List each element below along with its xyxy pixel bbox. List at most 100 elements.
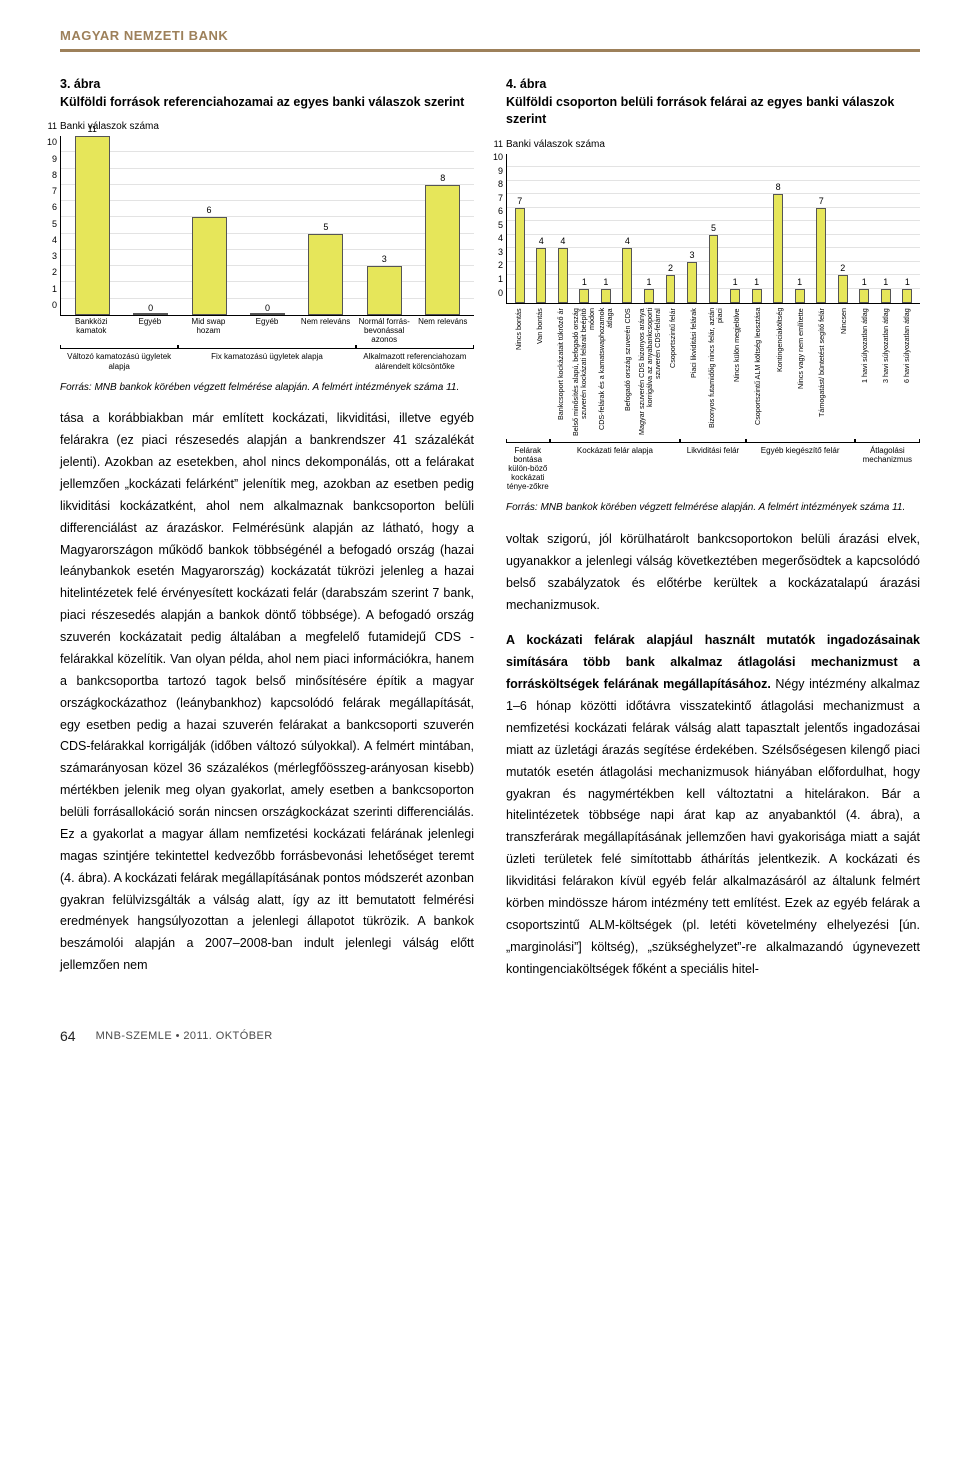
bar-value-label: 5 [323, 222, 328, 232]
bar [192, 217, 227, 315]
bar [730, 289, 740, 303]
bar-value-label: 0 [265, 303, 270, 313]
bar-slot: 1 [854, 154, 876, 303]
y-tick-label: 3 [43, 251, 57, 261]
bar-slot: 1 [897, 154, 919, 303]
x-tick-label: Nincs külön megjelölve [733, 308, 741, 438]
y-tick-label: 3 [489, 247, 503, 257]
bar-slot: 4 [552, 154, 574, 303]
y-tick-label: 7 [489, 193, 503, 203]
figure-3-heading: 3. ábra Külföldi források referenciahoza… [60, 76, 474, 111]
page-footer: 64 MNB-SZEMLE • 2011. OKTÓBER [60, 1028, 920, 1044]
paragraph: tása a korábbiakban már említett kockáza… [60, 408, 474, 977]
bar-slot: 1 [875, 154, 897, 303]
x-tick-label: Támogatást/ büntetést segítő felár [818, 308, 826, 438]
bar [881, 289, 891, 303]
bar-value-label: 1 [862, 277, 867, 287]
y-tick-label: 6 [43, 202, 57, 212]
two-column-layout: 3. ábra Külföldi források referenciahoza… [60, 76, 920, 994]
x-tick-label: Csoportszintű ALM költség leosztása [754, 308, 762, 438]
issue-label: MNB-SZEMLE • 2011. OKTÓBER [96, 1030, 273, 1042]
bar-slot: 2 [832, 154, 854, 303]
x-tick-label: Bizonyos futamidőig nincs felár, aztán p… [708, 308, 724, 438]
figure-3-chart: Banki válaszok száma01234567891011110605… [60, 121, 474, 371]
bar [367, 266, 402, 315]
x-tick-label: Csoportszintű felár [669, 308, 677, 438]
bar-slot: 8 [414, 136, 472, 315]
x-tick-label: Nincs bontás [515, 308, 523, 438]
bar-value-label: 1 [733, 277, 738, 287]
paragraph-rest: Négy intézmény alkalmaz 1–6 hónap között… [506, 677, 920, 975]
bar-value-label: 3 [382, 254, 387, 264]
bar-value-label: 1 [883, 277, 888, 287]
x-tick-label: Egyéb [121, 318, 180, 344]
figure-3-source: Forrás: MNB bankok körében végzett felmé… [60, 381, 474, 395]
figure-4-source: Forrás: MNB bankok körében végzett felmé… [506, 501, 920, 515]
y-tick-label: 8 [43, 170, 57, 180]
chart-y-title: Banki válaszok száma [60, 121, 474, 132]
x-group-label: Kockázati felár alapja [550, 442, 681, 492]
x-tick-label: Nem releváns [413, 318, 472, 344]
x-group-labels: Felárak bontása külön-böző kockázati tén… [506, 442, 920, 492]
bar-value-label: 1 [646, 277, 651, 287]
bar [773, 194, 783, 302]
x-group-labels: Változó kamatozású ügyletek alapjaFix ka… [60, 348, 474, 370]
bar-slot: 3 [681, 154, 703, 303]
bar-value-label: 11 [88, 124, 97, 134]
bar-slot: 1 [746, 154, 768, 303]
bar-slot: 4 [531, 154, 553, 303]
bar [425, 185, 460, 315]
x-labels-rotated: Nincs bontásVan bontásBankcsoport kockáz… [506, 304, 920, 438]
figure-title: Külföldi források referenciahozamai az e… [60, 95, 464, 109]
figure-3: 3. ábra Külföldi források referenciahoza… [60, 76, 474, 394]
bar [579, 289, 589, 303]
x-group-label: Változó kamatozású ügyletek alapja [60, 348, 178, 370]
bar-value-label: 8 [440, 173, 445, 183]
bar-slot: 5 [703, 154, 725, 303]
bar-value-label: 8 [776, 182, 781, 192]
bar-slot: 1 [724, 154, 746, 303]
figure-4: 4. ábra Külföldi csoporton belüli forrás… [506, 76, 920, 515]
figure-4-heading: 4. ábra Külföldi csoporton belüli forrás… [506, 76, 920, 129]
x-tick-label: Egyéb [238, 318, 297, 344]
x-tick-label: Nincsen [840, 308, 848, 438]
chart-plot-area: 012345678910117441141235118172111 [506, 154, 920, 304]
y-tick-label: 6 [489, 206, 503, 216]
x-tick-label: Nincs vagy nem említette [797, 308, 805, 438]
y-tick-label: 7 [43, 186, 57, 196]
paragraph: A kockázati felárak alapjául használt mu… [506, 630, 920, 980]
y-tick-label: 9 [43, 154, 57, 164]
bar-slot: 11 [63, 136, 121, 315]
bar-value-label: 4 [539, 236, 544, 246]
y-tick-label: 1 [43, 284, 57, 294]
bar-slot: 1 [789, 154, 811, 303]
bar [536, 248, 546, 302]
bar-value-label: 1 [797, 277, 802, 287]
chart-y-title: Banki válaszok száma [506, 139, 920, 150]
paragraph: voltak szigorú, jól körülhatárolt bankcs… [506, 529, 920, 617]
header-rule [60, 49, 920, 52]
bar [816, 208, 826, 303]
bar [666, 275, 676, 302]
x-tick-label: Magyar szuverén CDS bizonyos aránya korr… [638, 308, 662, 438]
y-tick-label: 4 [489, 233, 503, 243]
bar [558, 248, 568, 302]
bar-slot: 1 [638, 154, 660, 303]
left-body-text: tása a korábbiakban már említett kockáza… [60, 408, 474, 977]
x-group-label: Átlagolási mechanizmus [855, 442, 920, 492]
bar-value-label: 5 [711, 223, 716, 233]
y-tick-label: 2 [489, 260, 503, 270]
y-tick-label: 1 [489, 274, 503, 284]
y-tick-label: 10 [489, 152, 503, 162]
x-tick-label: Normál forrás-bevonással azonos [355, 318, 414, 344]
bar-value-label: 3 [690, 250, 695, 260]
y-tick-label: 5 [43, 219, 57, 229]
y-tick-label: 0 [43, 300, 57, 310]
bar [709, 235, 719, 303]
bar-value-label: 1 [754, 277, 759, 287]
bar [838, 275, 848, 302]
running-head: MAGYAR NEMZETI BANK [60, 28, 920, 43]
bar [308, 234, 343, 315]
y-tick-label: 4 [43, 235, 57, 245]
bar-slot: 2 [660, 154, 682, 303]
